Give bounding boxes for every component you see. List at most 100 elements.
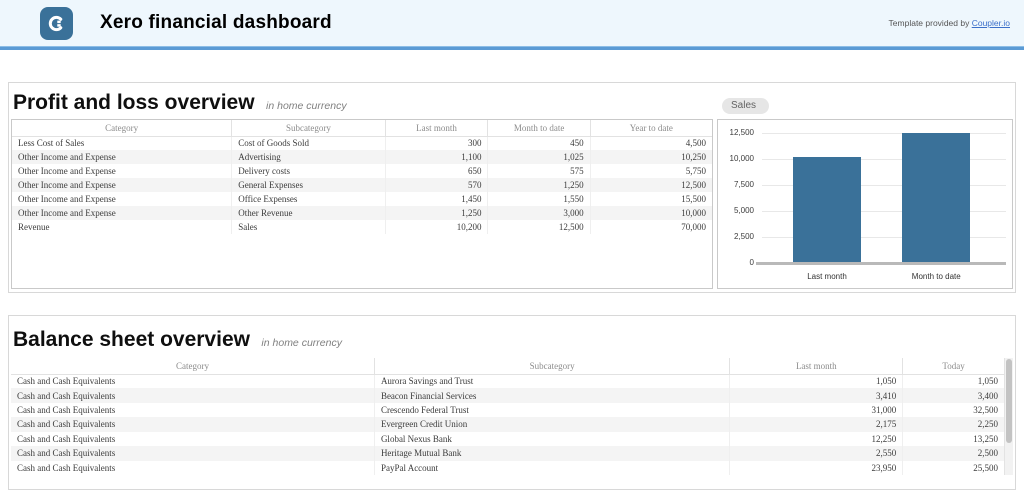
gridline [762, 185, 1006, 186]
table-cell: 10,000 [589, 206, 712, 220]
table-cell: 570 [384, 178, 489, 192]
table-cell: 12,500 [487, 220, 591, 234]
column-header: Subcategory [373, 358, 731, 375]
scrollbar-thumb[interactable] [1006, 359, 1012, 444]
y-axis-tick-label: 10,000 [729, 154, 754, 163]
table-cell: General Expenses [231, 178, 386, 192]
coupler-logo-icon [40, 6, 73, 40]
table-cell: 300 [384, 136, 489, 150]
table-cell: 31,000 [729, 402, 904, 418]
table-cell: 1,025 [487, 150, 591, 164]
y-axis-tick-label: 12,500 [729, 128, 754, 137]
coupler-c-glyph [48, 15, 63, 31]
coupler-link[interactable]: Coupler.io [971, 18, 1010, 28]
table-cell: PayPal Account [373, 460, 731, 475]
gridline [762, 211, 1006, 212]
table-cell: 70,000 [589, 220, 712, 234]
table-cell: Delivery costs [231, 164, 386, 178]
table-cell: 1,100 [384, 150, 489, 164]
table-cell: 1,450 [384, 192, 489, 206]
column-header: Today [902, 358, 1004, 375]
gridline [762, 133, 1006, 134]
header-divider [0, 46, 1024, 50]
table-cell: Cost of Goods Sold [231, 136, 386, 150]
table-cell: Other Income and Expense [12, 192, 233, 206]
profit-loss-section: Profit and loss overview in home currenc… [8, 82, 1016, 293]
column-header: Category [12, 120, 233, 137]
table-row: Cash and Cash Equivalents Global Nexus Ba… [11, 431, 1004, 447]
table-cell: 1,550 [487, 192, 591, 206]
section-subtitle-balance: in home currency [261, 337, 342, 349]
table-cell: 13,250 [902, 431, 1004, 447]
table-cell: 3,000 [487, 206, 591, 220]
table-cell: Other Income and Expense [12, 164, 233, 178]
y-axis-tick-label: 2,500 [733, 232, 754, 241]
balance-sheet-section: Balance sheet overview in home currency … [8, 315, 1016, 490]
table-cell: 2,250 [902, 417, 1004, 432]
table-cell: Cash and Cash Equivalents [11, 402, 375, 418]
column-header: Category [11, 358, 375, 375]
table-header-row: Category Subcategory Last month Today [11, 358, 1004, 375]
table-cell: 12,500 [589, 178, 712, 192]
table-cell: Other Income and Expense [12, 206, 233, 220]
chart-bar[interactable] [902, 133, 971, 262]
table-cell: Cash and Cash Equivalents [11, 460, 375, 475]
table-scrollbar[interactable] [1004, 358, 1013, 475]
y-axis-tick-label: 0 [749, 258, 754, 267]
table-row: Cash and Cash Equivalents PayPal Account 2… [11, 460, 1004, 475]
table-cell: Cash and Cash Equivalents [11, 374, 375, 389]
table-cell: 1,050 [729, 374, 904, 389]
template-credit-text: Template provided by [888, 18, 972, 28]
table-cell: 4,500 [589, 136, 712, 150]
column-header: Last month [729, 358, 904, 375]
table-cell: Revenue [12, 220, 233, 234]
column-header: Last month [384, 120, 489, 137]
table-cell: 3,400 [902, 388, 1004, 403]
pnl-title-row: Profit and loss overview in home currenc… [11, 83, 713, 119]
table-row: Other Income and Expense General Expenses… [12, 178, 712, 192]
page-title: Xero financial dashboard [100, 12, 332, 33]
table-cell: 10,200 [384, 220, 489, 234]
section-title-pnl: Profit and loss overview [13, 91, 255, 114]
table-row: Cash and Cash Equivalents Crescendo Feder… [11, 402, 1004, 418]
table-row: Other Income and Expense Other Revenue 1,2… [12, 206, 712, 220]
pnl-table: Category Subcategory Last month Month to da… [12, 120, 712, 234]
table-row: Other Income and Expense Delivery costs 65… [12, 164, 712, 178]
table-cell: Cash and Cash Equivalents [11, 431, 375, 447]
table-cell: Other Income and Expense [12, 150, 233, 164]
table-cell: 2,550 [729, 446, 904, 461]
table-cell: Sales [231, 220, 386, 234]
table-cell: 23,950 [729, 460, 904, 475]
column-header: Year to date [589, 120, 712, 137]
table-cell: Heritage Mutual Bank [373, 446, 731, 461]
table-row: Cash and Cash Equivalents Beacon Financia… [11, 388, 1004, 403]
table-cell: 1,250 [384, 206, 489, 220]
table-cell: 3,410 [729, 388, 904, 403]
table-cell: 1,250 [487, 178, 591, 192]
balance-title-row: Balance sheet overview in home currency [11, 316, 1013, 358]
chart-title-pill: Sales [722, 98, 770, 114]
table-cell: 650 [384, 164, 489, 178]
x-axis-category-label: Month to date [911, 272, 961, 281]
table-cell: 2,175 [729, 417, 904, 432]
table-cell: Other Income and Expense [12, 178, 233, 192]
table-row: Cash and Cash Equivalents Heritage Mutual… [11, 446, 1004, 461]
table-cell: Aurora Savings and Trust [373, 374, 731, 389]
table-cell: 15,500 [589, 192, 712, 206]
gridline [762, 237, 1006, 238]
table-cell: Beacon Financial Services [373, 388, 731, 403]
pnl-chart-column: Sales 0 2,500 5,000 7,500 10,000 12,500 Last m… [717, 83, 1013, 292]
table-row: Other Income and Expense Office Expenses 1… [12, 192, 712, 206]
table-cell: 450 [487, 136, 591, 150]
pnl-left-column: Profit and loss overview in home currenc… [11, 83, 713, 292]
table-row: Cash and Cash Equivalents Aurora Savings … [11, 374, 1004, 389]
balance-table-container: Category Subcategory Last month Today Cash a… [11, 358, 1013, 475]
table-cell: Global Nexus Bank [373, 431, 731, 447]
y-axis-tick-label: 7,500 [733, 180, 754, 189]
table-cell: Crescendo Federal Trust [373, 402, 731, 418]
table-cell: Advertising [231, 150, 386, 164]
table-row: Less Cost of Sales Cost of Goods Sold 300 4… [12, 136, 712, 150]
table-cell: Cash and Cash Equivalents [11, 446, 375, 461]
chart-bar[interactable] [792, 156, 862, 262]
table-cell: 1,050 [902, 374, 1004, 389]
